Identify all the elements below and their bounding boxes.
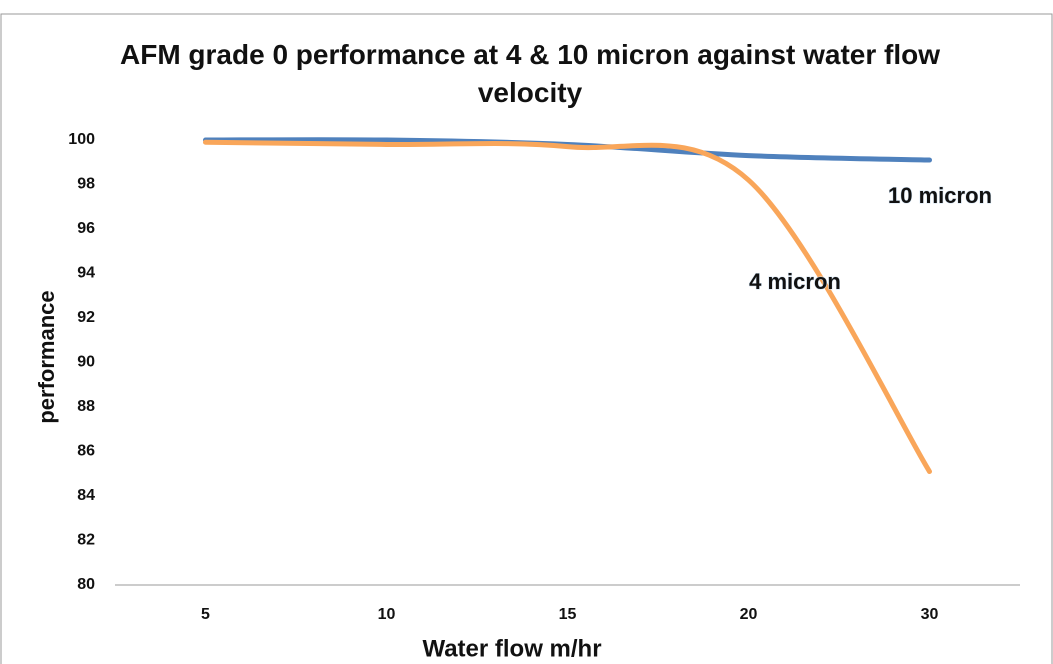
x-tick-label: 5 — [201, 606, 210, 623]
y-tick-label: 88 — [77, 398, 95, 415]
x-tick-label: 20 — [740, 606, 758, 623]
y-tick-label: 90 — [77, 354, 95, 371]
y-tick-label: 96 — [77, 220, 95, 237]
y-tick-label: 80 — [77, 576, 95, 593]
y-tick-label: 82 — [77, 532, 95, 549]
series-label: 10 micron — [888, 183, 992, 208]
chart-title: AFM grade 0 performance at 4 & 10 micron… — [120, 39, 940, 108]
x-axis-label: Water flow m/hr — [422, 635, 601, 662]
x-tick-label: 10 — [378, 606, 396, 623]
series-line — [203, 139, 932, 475]
y-axis-label: performance — [34, 290, 59, 423]
series-label: 4 micron — [749, 269, 841, 294]
chart-border — [0, 13, 1053, 664]
x-tick-label: 15 — [559, 606, 577, 623]
y-tick-label: 84 — [77, 487, 95, 504]
y-tick-label: 100 — [68, 131, 95, 148]
y-tick-label: 98 — [77, 176, 95, 193]
x-tick-label: 30 — [921, 606, 939, 623]
y-tick-label: 92 — [77, 309, 95, 326]
y-tick-label: 94 — [77, 265, 95, 282]
y-tick-label: 86 — [77, 443, 95, 460]
